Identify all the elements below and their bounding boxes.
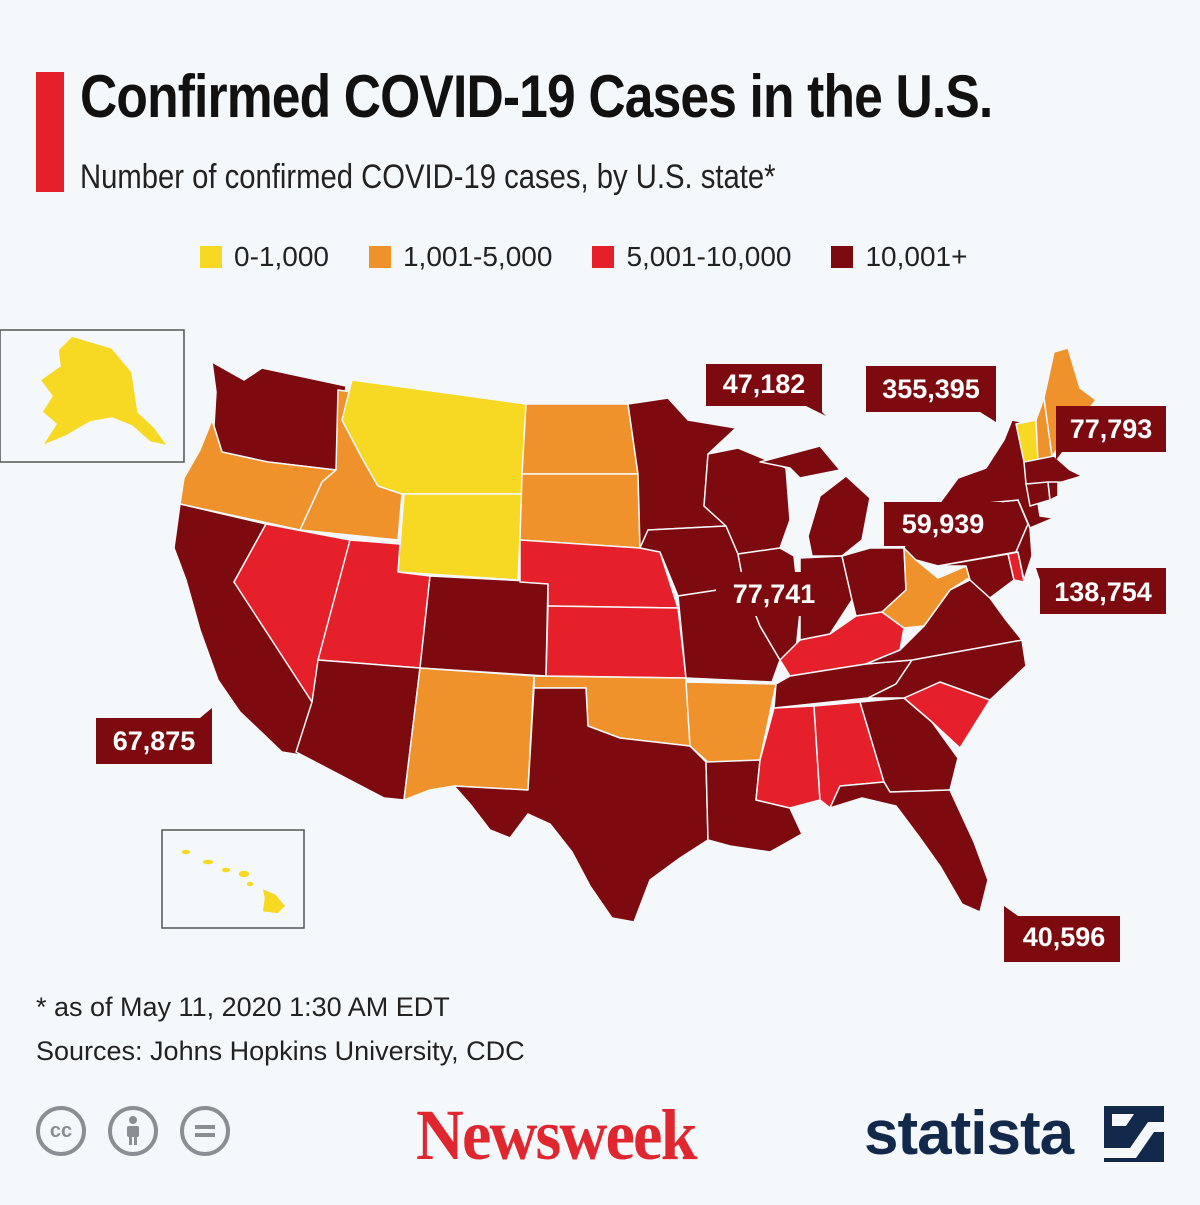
state-alaska bbox=[39, 335, 169, 447]
callout-box bbox=[866, 366, 996, 422]
state-hawaii bbox=[180, 848, 287, 915]
legend-label: 5,001-10,000 bbox=[626, 241, 792, 272]
state-connecticut bbox=[1025, 481, 1051, 507]
state-north-carolina bbox=[867, 639, 1027, 701]
by-icon[interactable] bbox=[108, 1106, 158, 1156]
statista-mark-icon bbox=[1104, 1106, 1164, 1162]
legend-swatch bbox=[592, 246, 615, 268]
state-south-dakota bbox=[519, 473, 641, 549]
state-new-jersey bbox=[1015, 499, 1033, 581]
state-rhode-island bbox=[1047, 481, 1059, 501]
equals-glyph bbox=[195, 1125, 215, 1137]
state-west-virginia bbox=[881, 547, 973, 629]
callout-box bbox=[96, 708, 212, 764]
legend-item: 10,001+ bbox=[831, 241, 967, 273]
legend-label: 1,001-5,000 bbox=[402, 241, 553, 272]
legend-swatch bbox=[831, 246, 854, 268]
legend-label: 0-1,000 bbox=[234, 241, 329, 272]
callout-pennsylvania: 59,939 bbox=[884, 502, 1002, 546]
callout-label: 67,875 bbox=[113, 726, 196, 756]
statista-logo[interactable]: statista bbox=[864, 1099, 1074, 1168]
callout-michigan: 77,741 bbox=[716, 572, 832, 616]
legend-label: 10,001+ bbox=[865, 241, 968, 272]
callout-label: 40,596 bbox=[1023, 922, 1106, 952]
nd-icon[interactable] bbox=[180, 1106, 230, 1156]
callout-illinois: 47,182 bbox=[706, 364, 826, 416]
state-michigan bbox=[759, 445, 871, 557]
license-icons: cc bbox=[36, 1106, 252, 1156]
callout-new-york: 355,395 bbox=[866, 366, 996, 422]
callout-label: 138,754 bbox=[1054, 577, 1152, 607]
state-delaware bbox=[1007, 551, 1025, 583]
sources: Sources: Johns Hopkins University, CDC bbox=[36, 1036, 525, 1066]
legend-swatch bbox=[368, 246, 391, 268]
page-subtitle: Number of confirmed COVID-19 cases, by U… bbox=[80, 158, 776, 196]
callout-box bbox=[1056, 406, 1166, 460]
callout-box bbox=[884, 502, 1002, 546]
accent-bar bbox=[36, 72, 64, 192]
callout-massachusetts: 77,793 bbox=[1056, 406, 1166, 460]
callout-label: 77,741 bbox=[733, 579, 816, 609]
legend: 0-1,000 1,001-5,000 5,001-10,000 10,001+ bbox=[200, 240, 1007, 274]
callout-box bbox=[706, 364, 826, 416]
callout-label: 355,395 bbox=[882, 374, 980, 404]
state-north-dakota bbox=[521, 403, 639, 475]
person-glyph bbox=[127, 1116, 139, 1145]
state-massachusetts bbox=[1023, 455, 1083, 485]
page-title: Confirmed COVID-19 Cases in the U.S. bbox=[80, 63, 993, 130]
alaska-inset-frame bbox=[0, 329, 185, 463]
callout-box bbox=[1036, 568, 1166, 614]
legend-item: 1,001-5,000 bbox=[368, 241, 553, 273]
callout-label: 59,939 bbox=[902, 509, 985, 539]
legend-swatch bbox=[200, 246, 222, 268]
callout-california: 67,875 bbox=[96, 708, 212, 764]
state-wyoming bbox=[397, 493, 523, 581]
state-arizona bbox=[295, 659, 421, 801]
callout-label: 47,182 bbox=[723, 369, 806, 399]
state-new-mexico bbox=[403, 667, 535, 801]
callout-box bbox=[716, 572, 832, 616]
callout-new-jersey: 138,754 bbox=[1036, 568, 1166, 614]
callout-florida: 40,596 bbox=[1004, 906, 1120, 962]
state-texas bbox=[453, 687, 709, 923]
cc-icon[interactable]: cc bbox=[36, 1106, 86, 1156]
newsweek-logo[interactable]: Newsweek bbox=[416, 1095, 697, 1175]
footnote: * as of May 11, 2020 1:30 AM EDT bbox=[36, 992, 450, 1022]
state-kansas bbox=[545, 605, 687, 679]
legend-item: 5,001-10,000 bbox=[592, 241, 791, 273]
callout-label: 77,793 bbox=[1070, 414, 1153, 444]
state-colorado bbox=[419, 575, 549, 677]
state-florida bbox=[829, 781, 989, 913]
hawaii-inset-frame bbox=[161, 829, 305, 929]
callout-box bbox=[1004, 906, 1120, 962]
legend-item: 0-1,000 bbox=[200, 241, 329, 273]
cc-icon-text: cc bbox=[49, 1119, 73, 1142]
